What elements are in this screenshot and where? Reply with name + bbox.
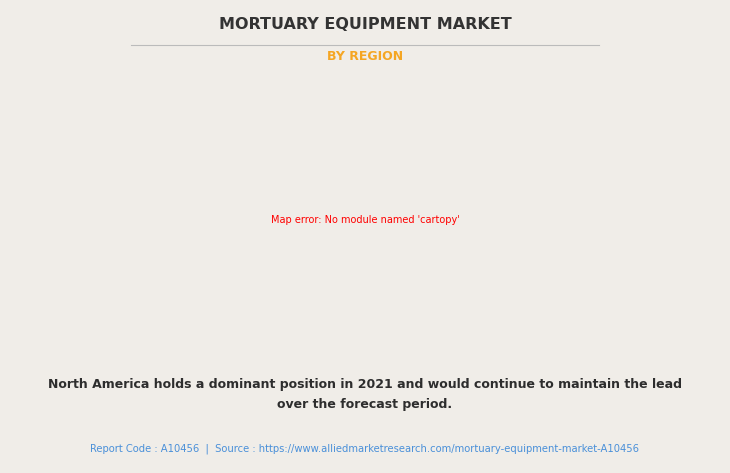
Text: BY REGION: BY REGION (327, 50, 403, 62)
Text: North America holds a dominant position in 2021 and would continue to maintain t: North America holds a dominant position … (48, 378, 682, 391)
Text: MORTUARY EQUIPMENT MARKET: MORTUARY EQUIPMENT MARKET (218, 17, 512, 32)
Text: Report Code : A10456  |  Source : https://www.alliedmarketresearch.com/mortuary-: Report Code : A10456 | Source : https://… (91, 444, 639, 454)
Text: Map error: No module named 'cartopy': Map error: No module named 'cartopy' (271, 215, 459, 225)
Text: over the forecast period.: over the forecast period. (277, 398, 453, 411)
